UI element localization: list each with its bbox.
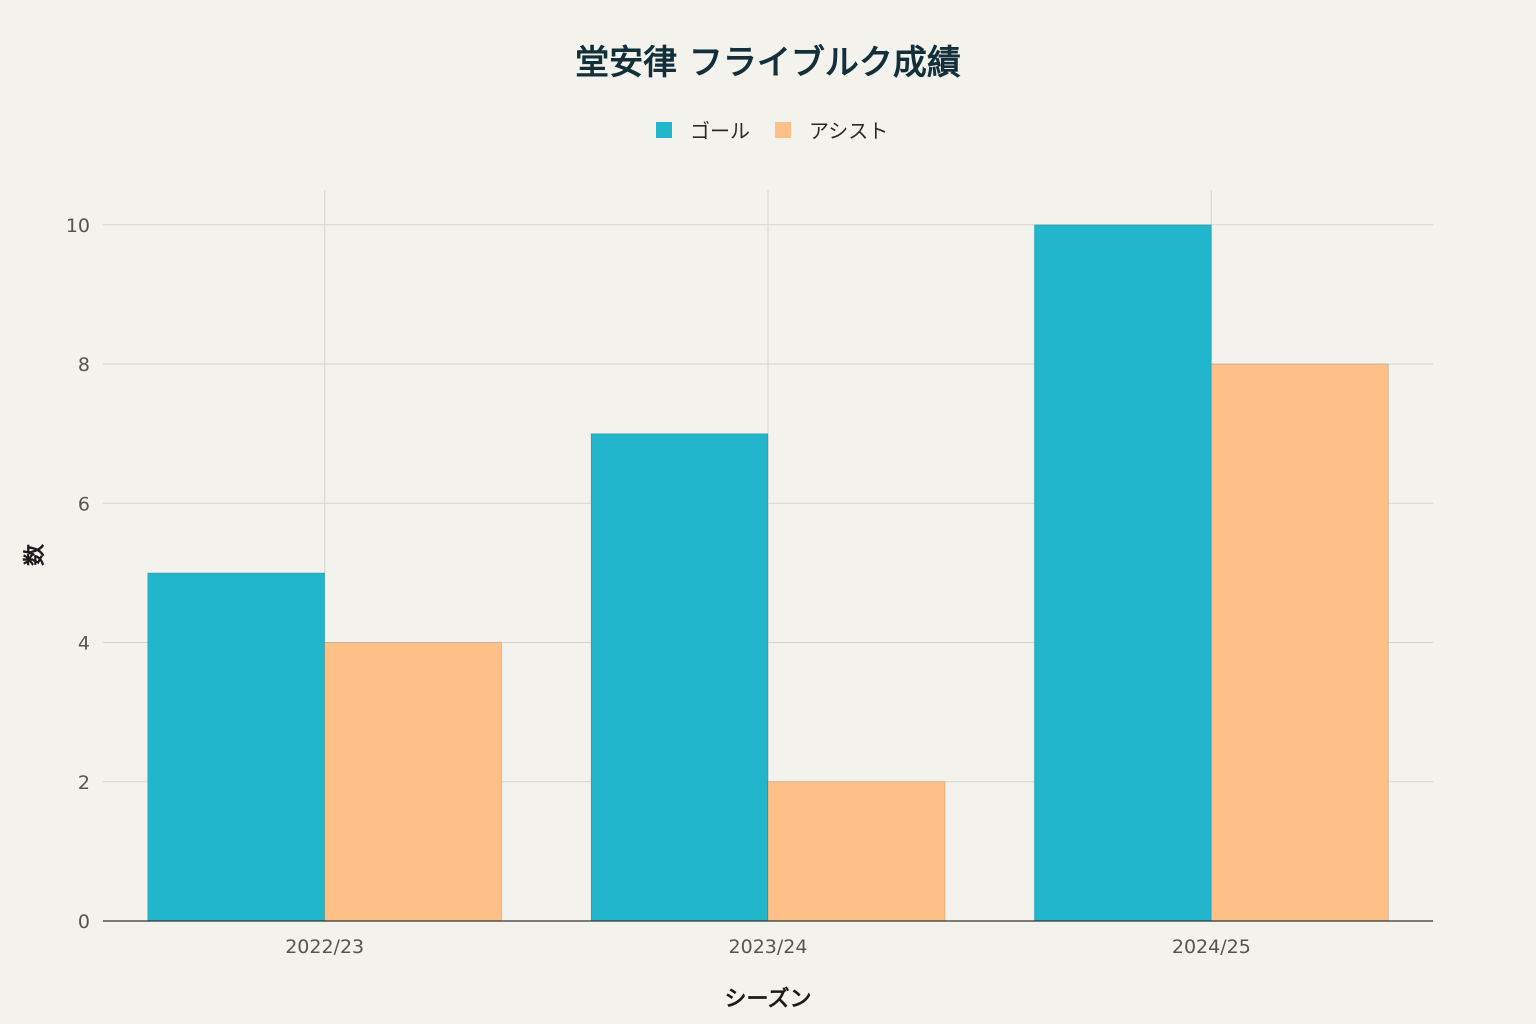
bar-goals-2022-23 xyxy=(147,572,326,922)
x-ticks: 2022/23 2023/24 2024/25 xyxy=(285,936,1251,958)
bar-goals-2023-24 xyxy=(590,433,769,922)
legend-label-goals: ゴール xyxy=(690,119,750,143)
y-tick-label: 6 xyxy=(78,493,90,515)
bar-assists-2022-23 xyxy=(324,642,503,922)
x-tick-label: 2024/25 xyxy=(1172,936,1251,958)
bars xyxy=(147,224,1389,922)
y-tick-label: 2 xyxy=(78,772,90,794)
legend-label-assists: アシスト xyxy=(809,119,888,143)
y-tick-label: 8 xyxy=(78,354,90,376)
legend: ゴール アシスト xyxy=(656,119,888,143)
y-axis-label: 数 xyxy=(22,543,48,566)
y-tick-label: 4 xyxy=(78,633,90,655)
bar-assists-2024-25 xyxy=(1210,363,1389,922)
x-axis-label: シーズン xyxy=(725,986,812,1012)
bar-assists-2023-24 xyxy=(767,781,946,922)
x-tick-label: 2022/23 xyxy=(285,936,364,958)
y-ticks: 0 2 4 6 8 10 xyxy=(66,215,90,933)
y-tick-label: 0 xyxy=(78,911,90,933)
legend-swatch-goals xyxy=(656,122,672,138)
chart-title: 堂安律 フライブルク成績 xyxy=(575,43,961,83)
x-tick-label: 2023/24 xyxy=(729,936,808,958)
legend-swatch-assists xyxy=(775,122,791,138)
y-tick-label: 10 xyxy=(66,215,90,237)
bar-goals-2024-25 xyxy=(1033,224,1212,922)
